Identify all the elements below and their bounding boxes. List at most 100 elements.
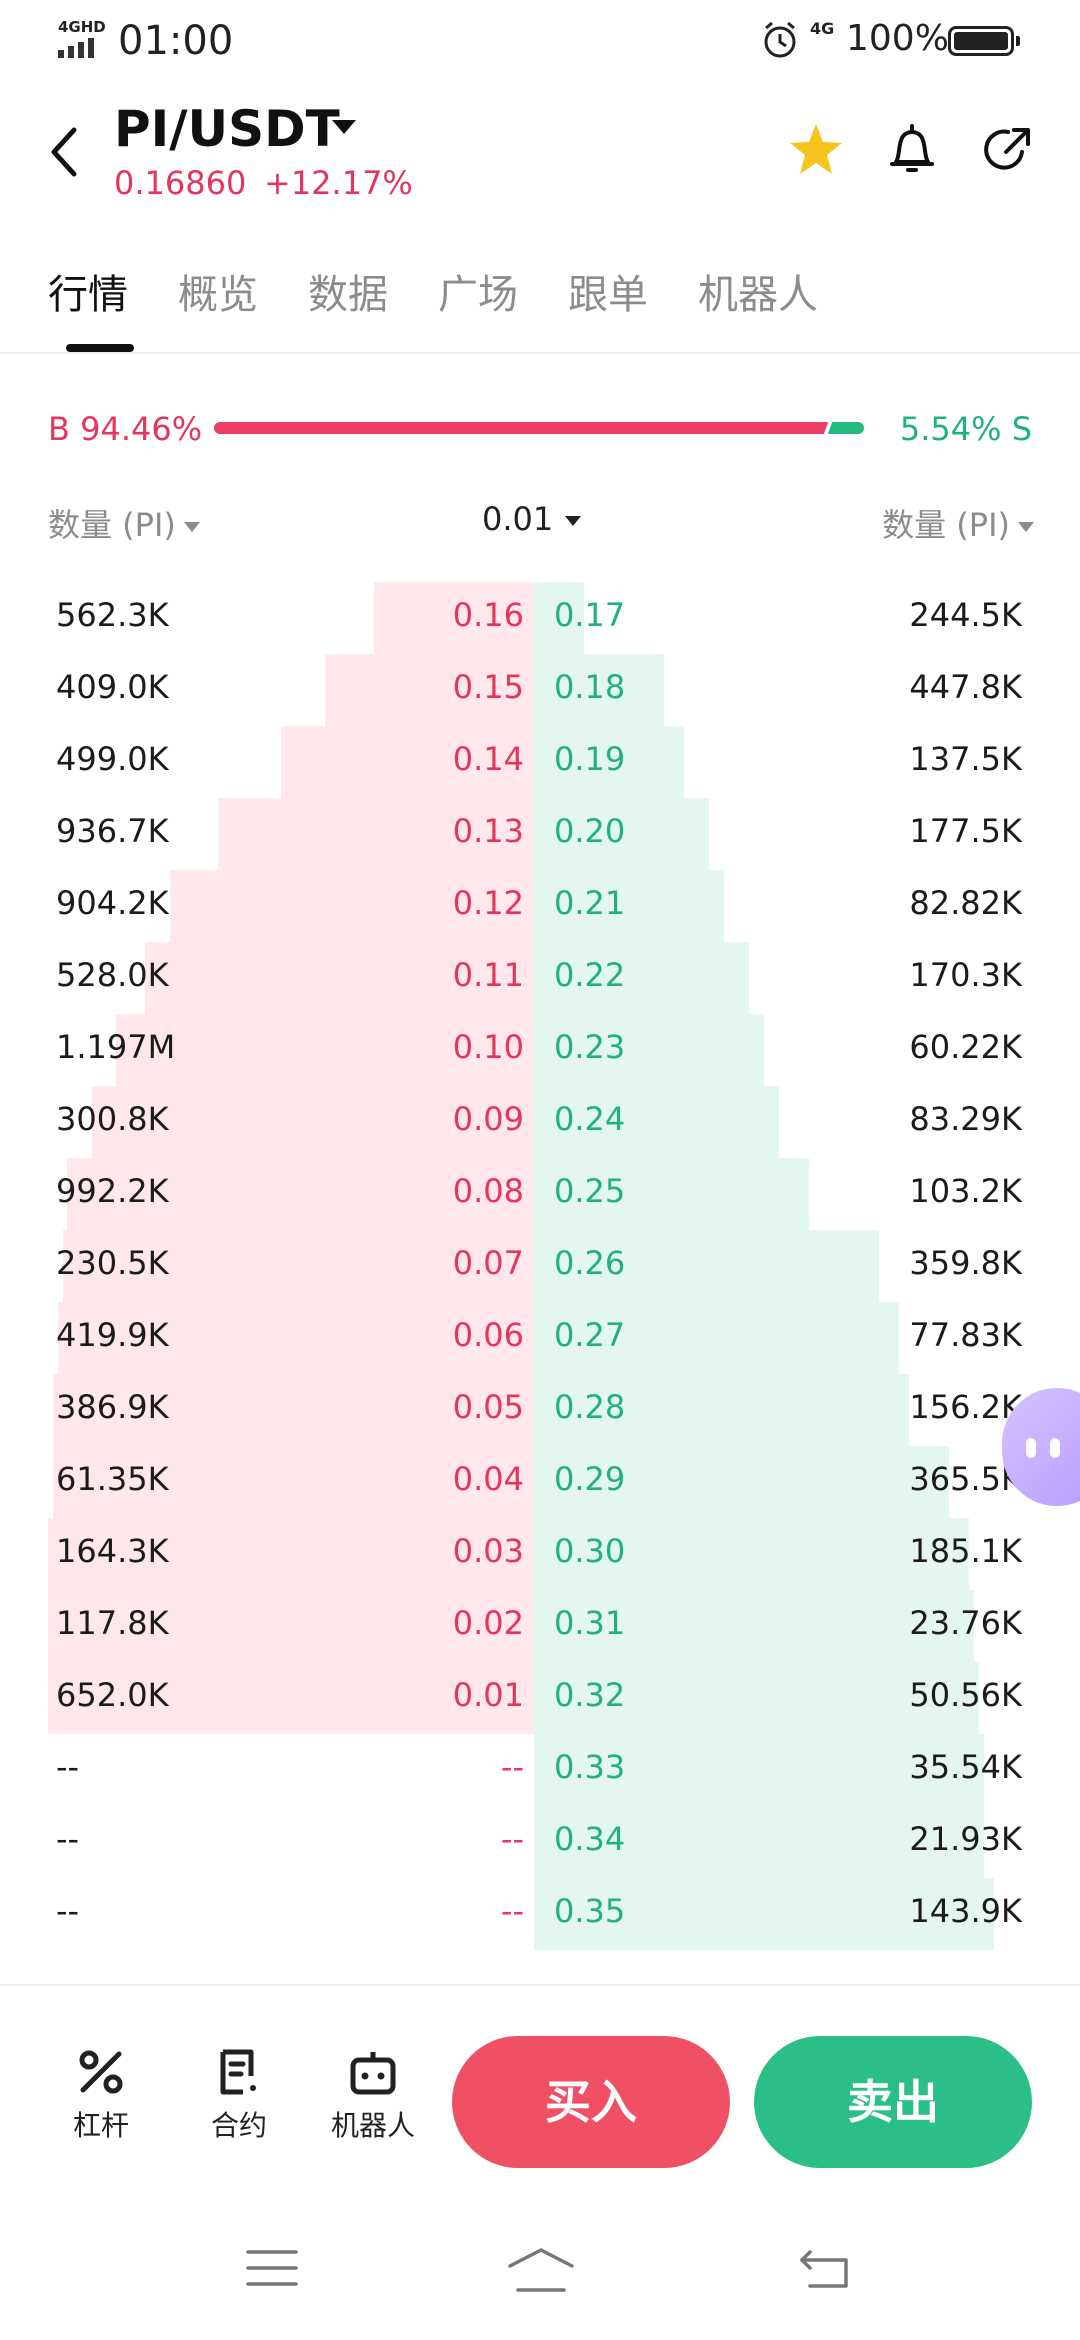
dropdown-icon[interactable] (332, 120, 356, 134)
bid-quantity: 936.7K (56, 812, 169, 850)
bid-depth-bar (52, 1446, 534, 1518)
bid-quantity: 992.2K (56, 1172, 169, 1210)
bid-price: 0.08 (452, 1172, 524, 1210)
ask-price: 0.20 (554, 812, 626, 850)
bid-depth-bar (373, 582, 534, 654)
order-book-row[interactable]: -- -- 0.34 21.93K (0, 1806, 1080, 1878)
buy-button[interactable]: 买入 (452, 2036, 730, 2168)
order-book-row[interactable]: 936.7K 0.13 0.20 177.5K (0, 798, 1080, 870)
star-icon[interactable] (786, 120, 846, 180)
ask-depth-bar (534, 654, 664, 726)
back-icon[interactable] (44, 122, 84, 182)
bid-price: 0.15 (452, 668, 524, 706)
ask-quantity: 83.29K (909, 1100, 1022, 1138)
ask-quantity: 23.76K (909, 1604, 1022, 1642)
bid-price: 0.11 (452, 956, 524, 994)
leverage-button[interactable]: 杠杆 (46, 2046, 156, 2144)
order-book-row[interactable]: 1.197M 0.10 0.23 60.22K (0, 1014, 1080, 1086)
bid-quantity: -- (56, 1820, 80, 1858)
bid-depth-bar (91, 1086, 534, 1158)
bid-depth-bar (145, 942, 534, 1014)
buy-ratio-fill (214, 422, 828, 434)
home-icon[interactable] (506, 2246, 576, 2294)
bid-price: 0.10 (452, 1028, 524, 1066)
bid-price: 0.02 (452, 1604, 524, 1642)
bid-quantity: 386.9K (56, 1388, 169, 1426)
order-book-row[interactable]: 904.2K 0.12 0.21 82.82K (0, 870, 1080, 942)
tab-market[interactable]: 行情 (48, 272, 128, 318)
ask-depth-bar (534, 870, 724, 942)
signal-icon (58, 38, 94, 58)
order-book-row[interactable]: 409.0K 0.15 0.18 447.8K (0, 654, 1080, 726)
ask-depth-bar (534, 1374, 909, 1446)
ask-quantity: 21.93K (909, 1820, 1022, 1858)
ask-price: 0.19 (554, 740, 626, 778)
ask-quantity: 137.5K (909, 740, 1022, 778)
robot-icon (350, 2052, 396, 2095)
ask-quantity: 244.5K (909, 596, 1022, 634)
ask-price: 0.35 (554, 1892, 626, 1930)
tab-bot[interactable]: 机器人 (698, 272, 818, 318)
order-book-row[interactable]: 164.3K 0.03 0.30 185.1K (0, 1518, 1080, 1590)
last-price: 0.16860 (114, 164, 247, 202)
assistant-bubble[interactable] (1002, 1388, 1080, 1506)
bot-button[interactable]: 机器人 (318, 2046, 428, 2144)
tab-square[interactable]: 广场 (438, 272, 518, 318)
tab-data[interactable]: 数据 (308, 272, 388, 318)
order-book-row[interactable]: 386.9K 0.05 0.28 156.2K (0, 1374, 1080, 1446)
ask-quantity: 35.54K (909, 1748, 1022, 1786)
contract-button[interactable]: 合约 (184, 2046, 294, 2144)
ask-depth-bar (534, 1302, 899, 1374)
bid-price: 0.06 (452, 1316, 524, 1354)
bid-quantity: 562.3K (56, 596, 169, 634)
ask-price: 0.26 (554, 1244, 626, 1282)
ask-price: 0.21 (554, 884, 626, 922)
bid-quantity: 300.8K (56, 1100, 169, 1138)
tab-indicator (66, 344, 134, 352)
bid-price: -- (500, 1892, 524, 1930)
bid-price: 0.03 (452, 1532, 524, 1570)
bid-price: 0.14 (452, 740, 524, 778)
ask-depth-bar (534, 1806, 984, 1878)
ask-depth-bar (534, 798, 709, 870)
bid-quantity: 230.5K (56, 1244, 169, 1282)
ask-quantity: 359.8K (909, 1244, 1022, 1282)
menu-icon[interactable] (244, 2246, 300, 2290)
order-book-row[interactable]: 528.0K 0.11 0.22 170.3K (0, 942, 1080, 1014)
order-book-row[interactable]: 562.3K 0.16 0.17 244.5K (0, 582, 1080, 654)
bid-depth-bar (48, 1518, 534, 1590)
return-icon[interactable] (796, 2246, 852, 2290)
ask-price: 0.32 (554, 1676, 626, 1714)
bid-quantity: 528.0K (56, 956, 169, 994)
order-book-row[interactable]: 300.8K 0.09 0.24 83.29K (0, 1086, 1080, 1158)
ask-price: 0.27 (554, 1316, 626, 1354)
share-icon[interactable] (978, 120, 1038, 180)
bid-quantity: 164.3K (56, 1532, 169, 1570)
precision-select[interactable]: 0.01 (482, 500, 582, 538)
bid-qty-header[interactable]: 数量 (PI) (48, 500, 200, 546)
lte-indicator: 4G (810, 19, 835, 38)
order-book-row[interactable]: 419.9K 0.06 0.27 77.83K (0, 1302, 1080, 1374)
ask-qty-header[interactable]: 数量 (PI) (882, 500, 1034, 546)
price-change: +12.17% (264, 164, 413, 202)
ask-quantity: 156.2K (909, 1388, 1022, 1426)
status-bar: 4GHD 01:00 4G 100% (0, 0, 1080, 84)
ask-depth-bar (534, 726, 684, 798)
tab-overview[interactable]: 概览 (178, 272, 258, 318)
order-book-row[interactable]: 499.0K 0.14 0.19 137.5K (0, 726, 1080, 798)
tab-copy-trading[interactable]: 跟单 (568, 272, 648, 318)
order-book-row[interactable]: 230.5K 0.07 0.26 359.8K (0, 1230, 1080, 1302)
order-book-row[interactable]: 61.35K 0.04 0.29 365.5K (0, 1446, 1080, 1518)
ask-quantity: 50.56K (909, 1676, 1022, 1714)
bell-icon[interactable] (882, 120, 942, 180)
bid-depth-bar (325, 654, 534, 726)
order-book-row[interactable]: 117.8K 0.02 0.31 23.76K (0, 1590, 1080, 1662)
bid-price: 0.09 (452, 1100, 524, 1138)
order-book-row[interactable]: 652.0K 0.01 0.32 50.56K (0, 1662, 1080, 1734)
ask-depth-bar (534, 582, 584, 654)
sell-button[interactable]: 卖出 (754, 2036, 1032, 2168)
order-book-row[interactable]: -- -- 0.35 143.9K (0, 1878, 1080, 1950)
order-book-row[interactable]: 992.2K 0.08 0.25 103.2K (0, 1158, 1080, 1230)
order-book-row[interactable]: -- -- 0.33 35.54K (0, 1734, 1080, 1806)
pair-title[interactable]: PI/USDT (114, 100, 340, 158)
